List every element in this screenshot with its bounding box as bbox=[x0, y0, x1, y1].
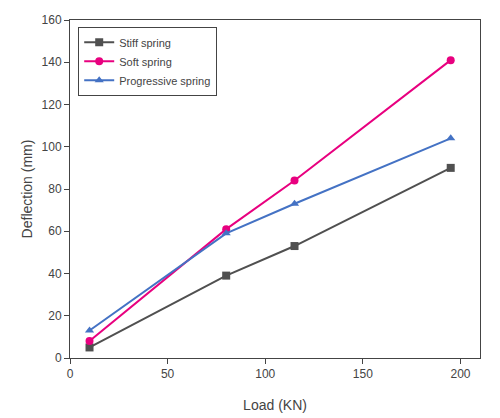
svg-text:Stiff spring: Stiff spring bbox=[119, 37, 171, 49]
svg-text:80: 80 bbox=[48, 182, 62, 196]
svg-text:120: 120 bbox=[42, 98, 62, 112]
svg-text:160: 160 bbox=[42, 13, 62, 27]
svg-text:40: 40 bbox=[48, 267, 62, 281]
svg-text:Deflection (mm): Deflection (mm) bbox=[19, 140, 35, 239]
svg-text:20: 20 bbox=[48, 309, 62, 323]
svg-text:Progressive spring: Progressive spring bbox=[119, 75, 210, 87]
svg-text:Soft spring: Soft spring bbox=[119, 56, 172, 68]
svg-text:200: 200 bbox=[450, 367, 470, 381]
svg-text:100: 100 bbox=[42, 140, 62, 154]
svg-text:60: 60 bbox=[48, 224, 62, 238]
svg-text:50: 50 bbox=[161, 367, 175, 381]
svg-text:0: 0 bbox=[67, 367, 74, 381]
svg-text:150: 150 bbox=[353, 367, 373, 381]
svg-text:0: 0 bbox=[55, 351, 62, 365]
svg-text:100: 100 bbox=[255, 367, 275, 381]
svg-text:140: 140 bbox=[42, 55, 62, 69]
svg-text:Load (KN): Load (KN) bbox=[243, 397, 307, 413]
